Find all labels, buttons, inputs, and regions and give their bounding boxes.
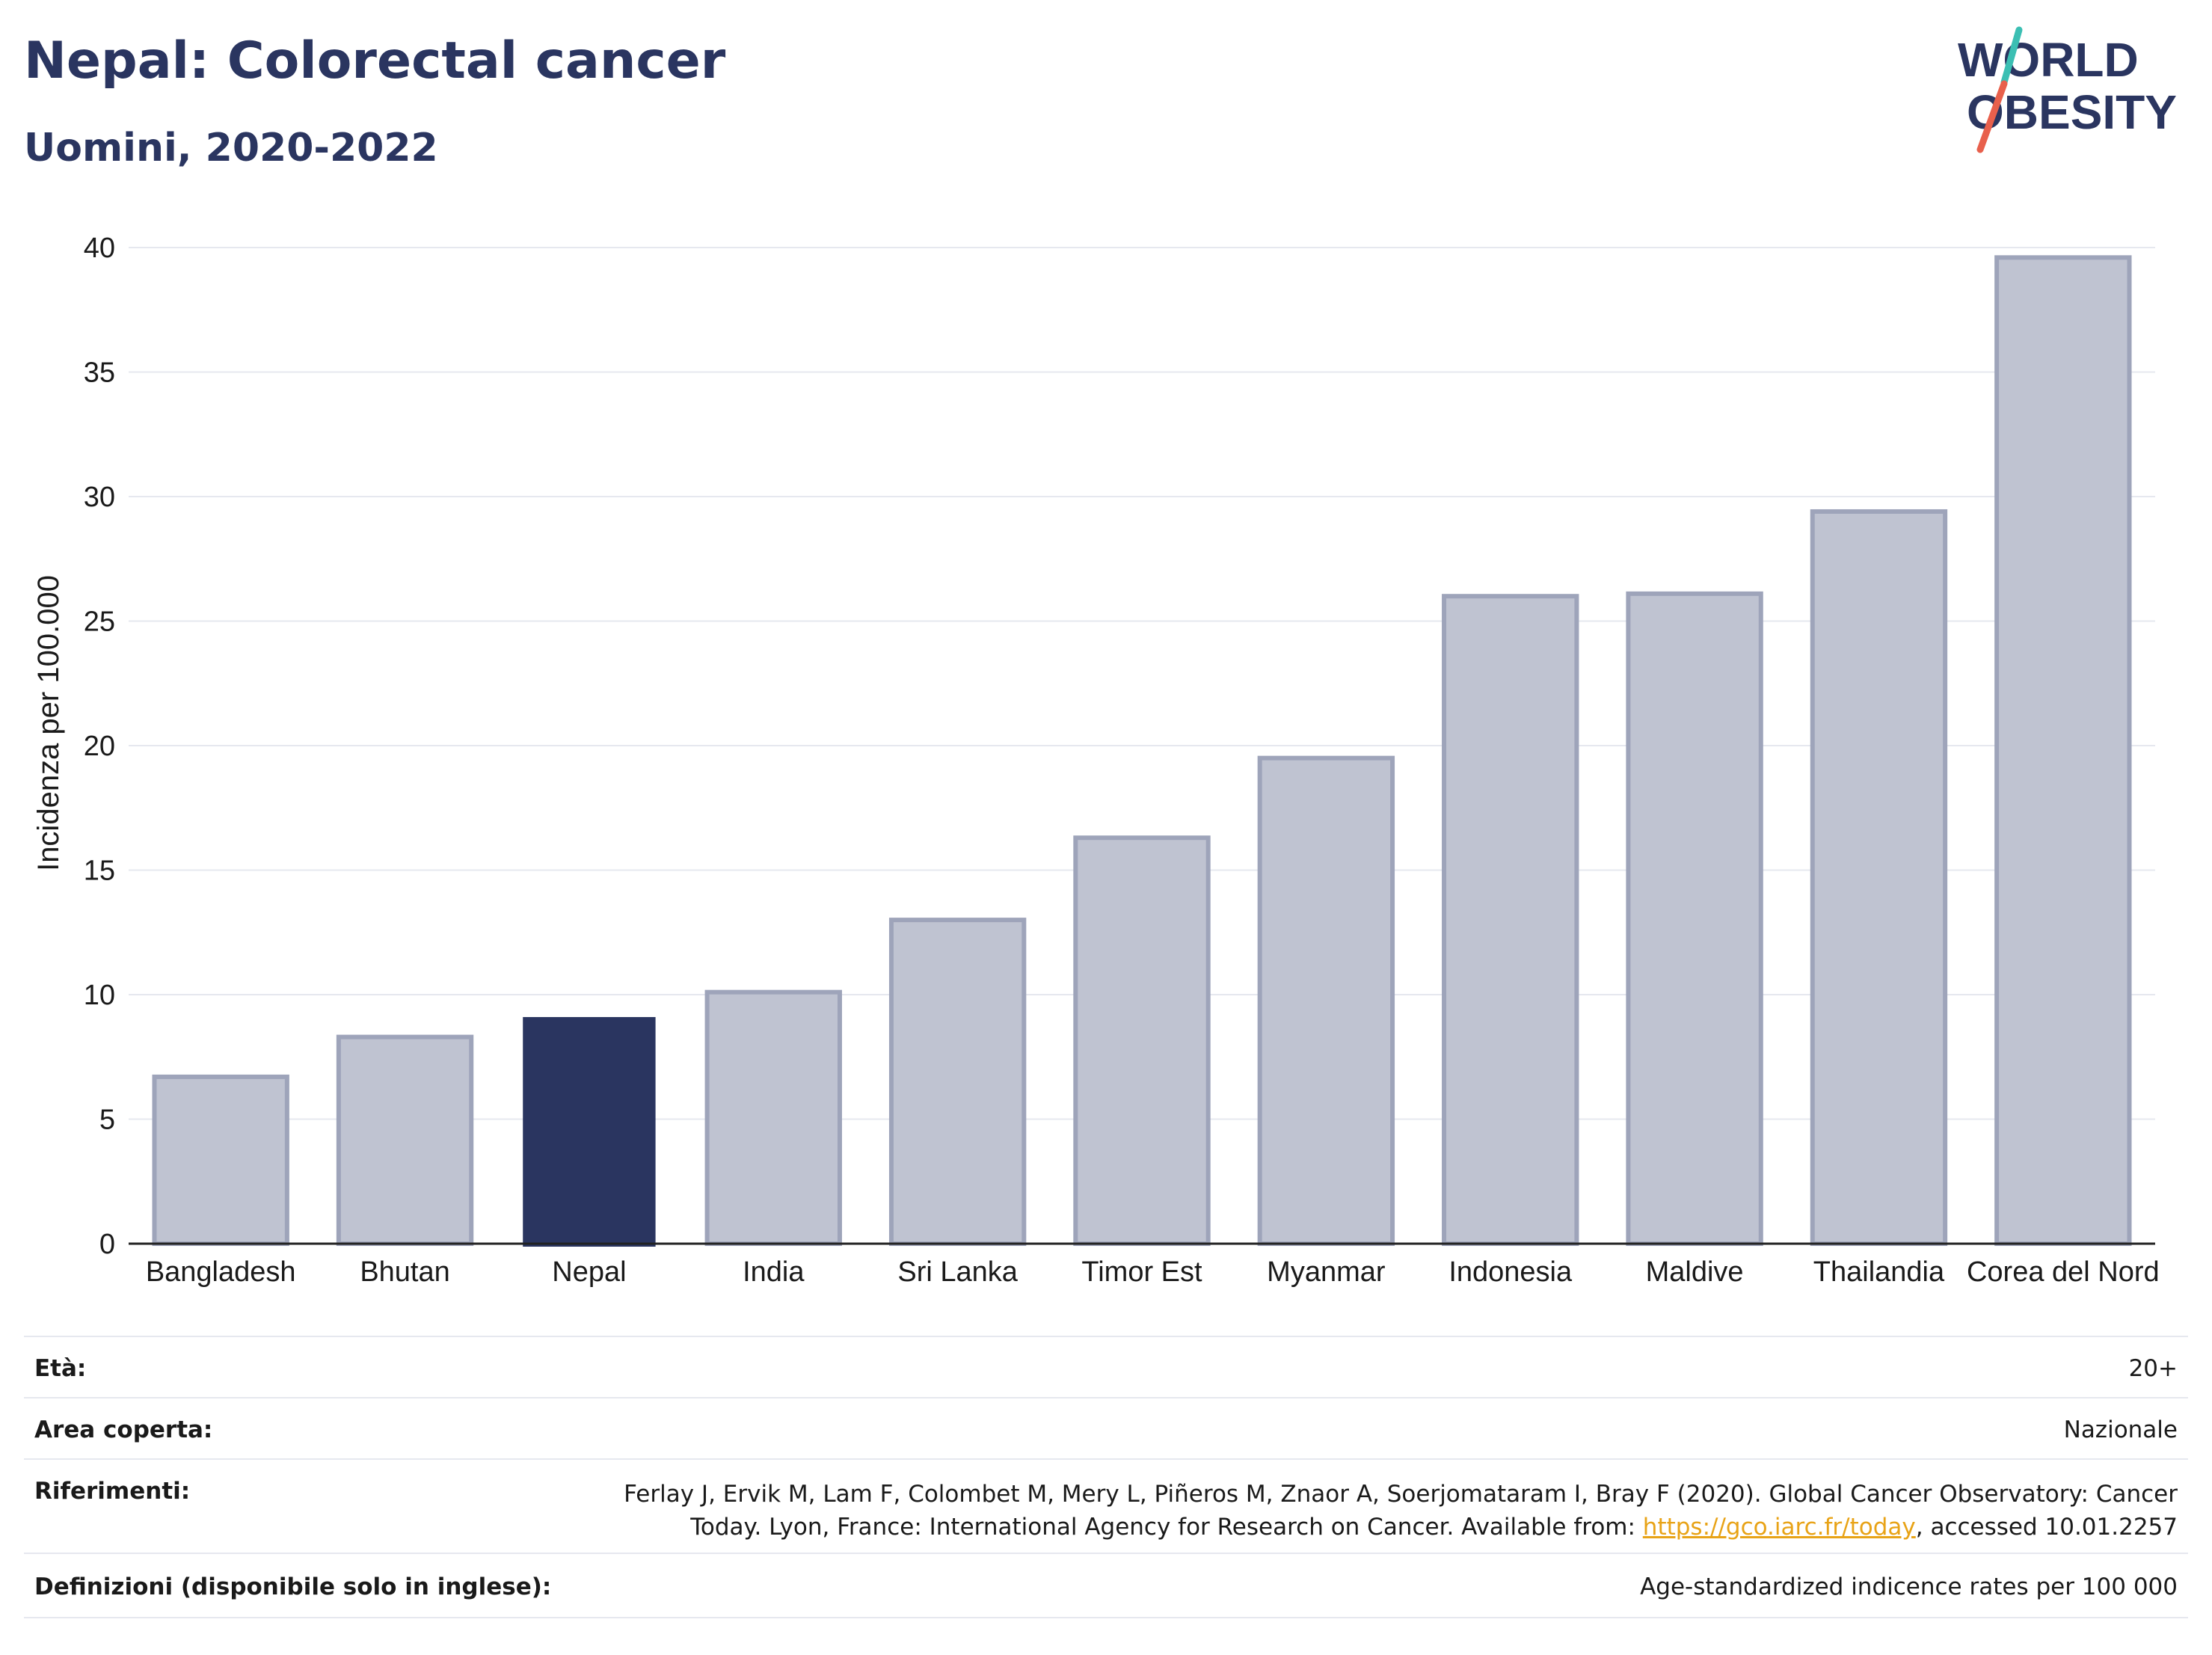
references-link[interactable]: https://gco.iarc.fr/today (1642, 1514, 1916, 1541)
x-tick-label: Indonesia (1448, 1256, 1573, 1288)
bars (152, 255, 2132, 1247)
x-tick-label: Bangladesh (146, 1256, 296, 1288)
x-tick-label: Bhutan (360, 1256, 449, 1288)
bar-maldive (1626, 591, 1763, 1246)
references-line2-pre: Today. Lyon, France: International Agenc… (690, 1514, 1643, 1541)
area-value: Nazionale (2063, 1416, 2178, 1443)
references-line1: Ferlay J, Ervik M, Lam F, Colombet M, Me… (624, 1481, 2178, 1508)
y-tick-label: 25 (84, 607, 115, 638)
y-tick-label: 15 (84, 856, 115, 887)
references-line2: Today. Lyon, France: International Agenc… (624, 1511, 2178, 1544)
x-tick-label: Myanmar (1267, 1256, 1386, 1288)
chart-subtitle: Uomini, 2020-2022 (24, 126, 438, 171)
meta-row-definitions: Definizioni (disponibile solo in inglese… (24, 1553, 2188, 1618)
y-axis-ticks: 0 5 10 15 20 25 30 35 40 (84, 233, 115, 1260)
x-tick-label: Thailandia (1813, 1256, 1945, 1288)
meta-row-age: Età: 20+ (24, 1336, 2188, 1398)
y-tick-label: 0 (99, 1229, 115, 1260)
definitions-value: Age-standardized indicence rates per 100… (1640, 1573, 2178, 1600)
y-tick-label: 30 (84, 482, 115, 513)
meta-row-area: Area coperta: Nazionale (24, 1397, 2188, 1460)
age-value: 20+ (2128, 1355, 2178, 1382)
bar-timor-est (1073, 835, 1211, 1246)
x-tick-label: Corea del Nord (1967, 1256, 2160, 1288)
logo-line1: WORLD (1958, 33, 2139, 87)
meta-row-references: Riferimenti: Ferlay J, Ervik M, Lam F, C… (24, 1458, 2188, 1554)
x-tick-label: Timor Est (1081, 1256, 1202, 1288)
bar-bhutan (336, 1034, 474, 1246)
bar-nepal (523, 1016, 656, 1247)
x-tick-label: Maldive (1646, 1256, 1744, 1288)
bar-indonesia (1442, 594, 1579, 1246)
references-label: Riferimenti: (34, 1478, 191, 1505)
area-label: Area coperta: (34, 1416, 213, 1443)
y-tick-label: 40 (84, 233, 115, 264)
logo-slash-coral (1976, 80, 2008, 153)
references-value: Ferlay J, Ervik M, Lam F, Colombet M, Me… (624, 1478, 2178, 1544)
age-label: Età: (34, 1355, 87, 1382)
bar-sri-lanka (888, 918, 1027, 1246)
y-tick-label: 20 (84, 731, 115, 762)
meta-bottom-border (24, 1617, 2188, 1618)
logo-slash-teal (2000, 26, 2023, 86)
world-obesity-logo: WORLD OBESITY (1958, 26, 2177, 153)
bar-thailandia (1810, 509, 1948, 1246)
definitions-label: Definizioni (disponibile solo in inglese… (34, 1573, 552, 1600)
references-line2-post: , accessed 10.01.2257 (1915, 1514, 2178, 1541)
x-tick-label: Nepal (552, 1256, 626, 1288)
y-axis-label: Incidenza per 100.000 (32, 575, 65, 871)
bar-india (704, 989, 842, 1247)
y-tick-label: 35 (84, 357, 115, 389)
y-tick-label: 5 (99, 1105, 115, 1136)
y-tick-label: 10 (84, 980, 115, 1011)
chart-title: Nepal: Colorectal cancer (24, 31, 726, 90)
x-tick-label: India (743, 1256, 805, 1288)
x-tick-label: Sri Lanka (897, 1256, 1018, 1288)
bar-bangladesh (152, 1074, 289, 1247)
x-axis-ticks: Bangladesh Bhutan Nepal India Sri Lanka Timor… (146, 1256, 2160, 1288)
bar-corea-del-nord (1994, 255, 2132, 1247)
bar-myanmar (1257, 755, 1395, 1246)
bar-chart: 0 5 10 15 20 25 30 35 40 Bangladesh Bhutan Nepal In… (32, 233, 2160, 1288)
